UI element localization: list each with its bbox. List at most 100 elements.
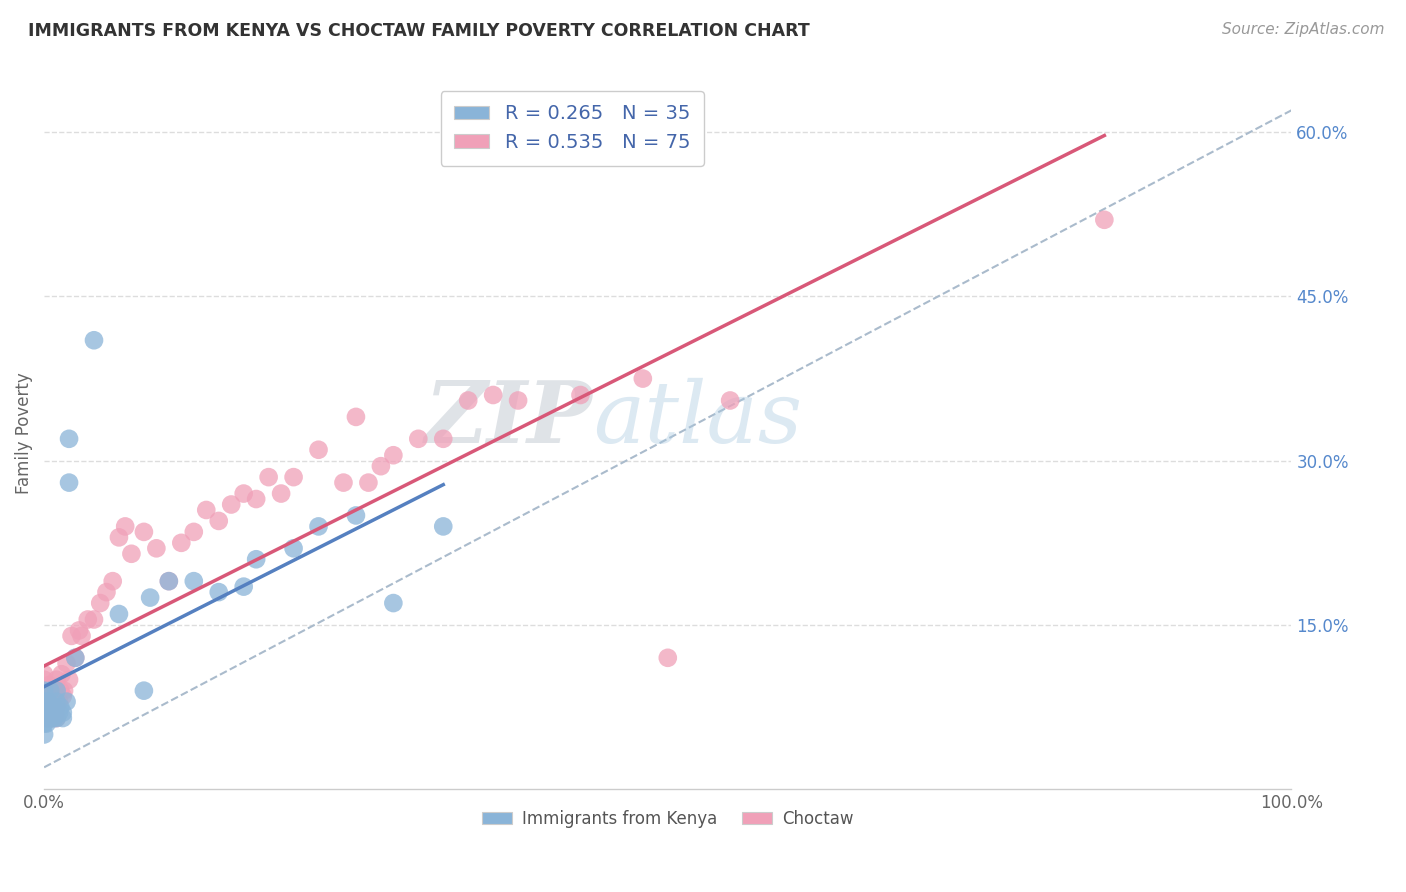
Point xyxy=(39,683,62,698)
Point xyxy=(42,683,65,698)
Point xyxy=(49,683,72,698)
Point xyxy=(35,711,58,725)
Point xyxy=(1092,212,1115,227)
Point xyxy=(44,689,66,703)
Point xyxy=(55,695,77,709)
Point xyxy=(718,393,741,408)
Point xyxy=(37,700,59,714)
Point xyxy=(245,491,267,506)
Point xyxy=(39,706,62,720)
Point xyxy=(382,596,405,610)
Point xyxy=(89,596,111,610)
Point xyxy=(157,574,180,589)
Point xyxy=(219,498,242,512)
Point xyxy=(183,524,205,539)
Point xyxy=(120,547,142,561)
Point xyxy=(45,711,67,725)
Point xyxy=(45,711,67,725)
Point xyxy=(76,612,98,626)
Point xyxy=(45,683,67,698)
Point xyxy=(42,695,65,709)
Point xyxy=(139,591,162,605)
Point xyxy=(283,470,305,484)
Point xyxy=(308,519,330,533)
Point xyxy=(432,432,454,446)
Point xyxy=(51,667,73,681)
Point xyxy=(42,711,65,725)
Point xyxy=(58,432,80,446)
Point xyxy=(58,475,80,490)
Point xyxy=(208,514,231,528)
Point xyxy=(569,388,592,402)
Point xyxy=(32,727,55,741)
Point xyxy=(39,711,62,725)
Point xyxy=(55,657,77,671)
Point xyxy=(132,524,155,539)
Point xyxy=(101,574,124,589)
Point xyxy=(58,673,80,687)
Point xyxy=(52,711,75,725)
Point xyxy=(631,371,654,385)
Point xyxy=(42,700,65,714)
Point xyxy=(37,706,59,720)
Point xyxy=(257,470,280,484)
Point xyxy=(108,530,131,544)
Point xyxy=(37,689,59,703)
Point xyxy=(232,486,254,500)
Text: ZIP: ZIP xyxy=(425,377,593,461)
Point xyxy=(506,393,529,408)
Point xyxy=(48,695,70,709)
Point xyxy=(45,700,67,714)
Point xyxy=(370,459,392,474)
Point xyxy=(32,667,55,681)
Point xyxy=(357,475,380,490)
Point xyxy=(34,700,56,714)
Point xyxy=(38,678,60,692)
Point xyxy=(53,683,76,698)
Point xyxy=(457,393,479,408)
Point xyxy=(195,503,218,517)
Point xyxy=(208,585,231,599)
Text: atlas: atlas xyxy=(593,377,801,460)
Point xyxy=(49,700,72,714)
Point xyxy=(34,711,56,725)
Point xyxy=(32,695,55,709)
Point xyxy=(70,629,93,643)
Point xyxy=(41,689,63,703)
Point xyxy=(65,650,87,665)
Point xyxy=(32,683,55,698)
Point xyxy=(344,508,367,523)
Point xyxy=(52,689,75,703)
Point xyxy=(83,333,105,347)
Point xyxy=(35,716,58,731)
Point xyxy=(38,711,60,725)
Point xyxy=(42,706,65,720)
Point xyxy=(83,612,105,626)
Point xyxy=(96,585,118,599)
Point xyxy=(45,673,67,687)
Point xyxy=(157,574,180,589)
Point xyxy=(432,519,454,533)
Point xyxy=(270,486,292,500)
Point xyxy=(35,695,58,709)
Point xyxy=(37,695,59,709)
Point xyxy=(232,580,254,594)
Point xyxy=(145,541,167,556)
Point xyxy=(114,519,136,533)
Point xyxy=(32,706,55,720)
Point xyxy=(42,711,65,725)
Point xyxy=(132,683,155,698)
Point xyxy=(45,706,67,720)
Legend: Immigrants from Kenya, Choctaw: Immigrants from Kenya, Choctaw xyxy=(475,803,860,834)
Point xyxy=(44,706,66,720)
Point xyxy=(32,716,55,731)
Point xyxy=(38,711,60,725)
Point xyxy=(482,388,505,402)
Point xyxy=(44,706,66,720)
Point xyxy=(67,624,90,638)
Point xyxy=(32,706,55,720)
Point xyxy=(48,706,70,720)
Point xyxy=(39,706,62,720)
Point xyxy=(108,607,131,621)
Point xyxy=(41,711,63,725)
